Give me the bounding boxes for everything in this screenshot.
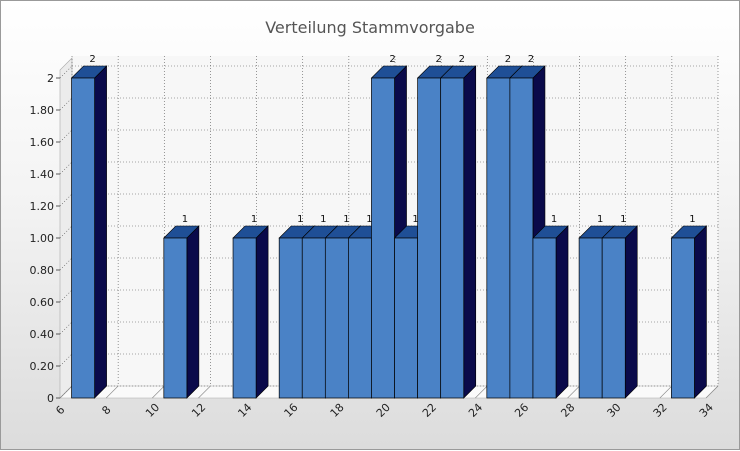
bar [532, 237, 557, 399]
bar [440, 77, 465, 399]
chart-title: Verteilung Stammvorgabe [265, 18, 475, 37]
y-tick-label: 0.80 [30, 264, 55, 277]
bar [301, 237, 326, 399]
data-label: 1 [297, 214, 303, 225]
data-label: 2 [505, 54, 511, 65]
data-label: 1 [551, 214, 557, 225]
y-tick-label: 0.60 [30, 296, 55, 309]
y-tick-label: 0.40 [30, 328, 55, 341]
bar [671, 237, 695, 399]
x-tick-label: 16 [282, 401, 301, 420]
data-label: 1 [412, 214, 418, 225]
bar [278, 237, 303, 399]
x-tick-label: 32 [651, 401, 670, 420]
bar [509, 77, 534, 399]
y-tick-label: 1.60 [30, 136, 55, 149]
x-tick-label: 8 [99, 403, 113, 417]
y-tick-label: 0.20 [30, 360, 55, 373]
bar [394, 237, 418, 399]
bar [601, 237, 626, 399]
x-tick-label: 26 [512, 401, 531, 420]
x-tick-label: 34 [697, 401, 716, 420]
bar-side [555, 225, 569, 399]
floor-grid-line [659, 385, 673, 399]
data-label: 2 [528, 54, 534, 65]
data-label: 1 [251, 214, 257, 225]
bar [324, 237, 349, 399]
y-tick-label: 1.40 [30, 168, 55, 181]
floor-grid-line [152, 385, 165, 399]
bar [417, 77, 442, 399]
bar [371, 77, 395, 399]
x-tick-label: 14 [235, 401, 254, 420]
floor-grid-line [198, 385, 211, 399]
data-label: 2 [459, 54, 465, 65]
bar [163, 237, 188, 399]
floor-grid-line [475, 385, 488, 399]
bar-side [463, 65, 477, 399]
x-tick-label: 10 [143, 401, 162, 420]
bar-side [94, 65, 107, 399]
x-tick-label: 18 [328, 401, 347, 420]
y-tick-label: 1.20 [30, 200, 55, 213]
data-label: 1 [620, 214, 626, 225]
data-label: 2 [89, 54, 95, 65]
data-label: 1 [343, 214, 349, 225]
bar [71, 77, 95, 399]
x-tick-label: 28 [558, 401, 577, 420]
data-label: 2 [435, 54, 441, 65]
y-tick-label: 2 [47, 72, 54, 85]
x-tick-label: 30 [605, 401, 624, 420]
floor-grid-line [705, 385, 719, 399]
data-label: 1 [182, 214, 188, 225]
bar-side [255, 225, 269, 399]
floor-grid-line [59, 385, 73, 399]
bar-side [624, 225, 638, 399]
x-tick-label: 22 [420, 401, 439, 420]
left-wall [59, 57, 73, 399]
data-label: 1 [366, 214, 372, 225]
y-tick-label: 1.00 [30, 232, 55, 245]
x-tick-label: 24 [466, 401, 485, 420]
y-tick-label: 0 [47, 392, 54, 405]
bar [486, 77, 511, 399]
x-tick-label: 20 [374, 401, 393, 420]
x-tick-label: 6 [53, 403, 67, 417]
bar-side [694, 225, 707, 399]
data-label: 1 [597, 214, 603, 225]
data-label: 1 [689, 214, 695, 225]
bar [348, 237, 372, 399]
y-tick-label: 1.80 [30, 104, 55, 117]
data-label: 1 [320, 214, 326, 225]
x-tick-label: 12 [189, 401, 208, 420]
bar [232, 237, 257, 399]
bar [578, 237, 603, 399]
floor-grid-line [105, 385, 119, 399]
data-label: 2 [389, 54, 395, 65]
bar-side [186, 225, 200, 399]
floor-grid-line [567, 385, 580, 399]
